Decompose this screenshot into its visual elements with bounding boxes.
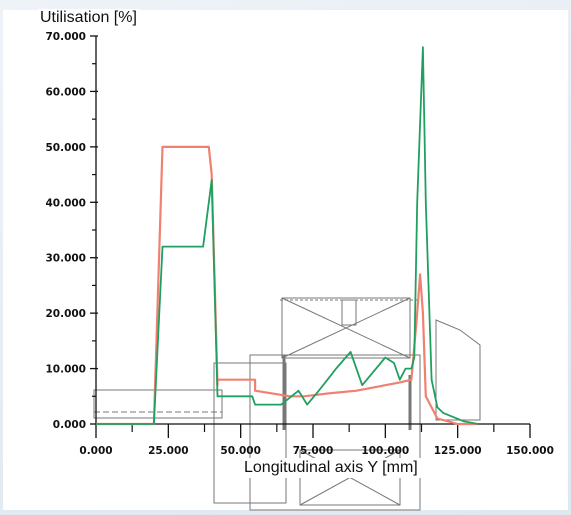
y-tick-label: 50.000 bbox=[45, 142, 86, 154]
shaft-drawing bbox=[93, 297, 481, 511]
y-tick-label: 40.000 bbox=[45, 197, 86, 209]
y-tick-label: 30.000 bbox=[45, 253, 86, 265]
x-tick-label: 125.000 bbox=[434, 445, 482, 457]
bearing-housing bbox=[249, 354, 421, 511]
x-tick-label: 100.000 bbox=[361, 445, 409, 457]
spacer bbox=[341, 299, 357, 326]
bearing-cross-b bbox=[281, 297, 411, 359]
x-tick-label: 0.000 bbox=[79, 445, 112, 457]
shaft-section-left bbox=[93, 389, 223, 419]
x-tick-label: 25.000 bbox=[148, 445, 189, 457]
x-axis-label: Longitudinal axis Y [mm] bbox=[230, 458, 432, 478]
y-tick-label: 20.000 bbox=[45, 308, 86, 320]
y-tick-label: 60.000 bbox=[45, 86, 86, 98]
y-tick-label: 10.000 bbox=[45, 364, 86, 376]
x-tick-label: 150.000 bbox=[506, 445, 554, 457]
y-ticks: 0.000 10.000 20.000 30.000 40.000 50.000 60.00… bbox=[45, 31, 98, 431]
x-tick-label: 50.000 bbox=[220, 445, 261, 457]
gear-body bbox=[435, 319, 481, 421]
x-ticks: 0.000 25.000 50.000 75.000 100.000 125.000 150… bbox=[79, 424, 554, 457]
x-tick-label: 75.000 bbox=[293, 445, 334, 457]
axes bbox=[95, 36, 530, 425]
y-tick-label: 70.000 bbox=[45, 31, 86, 43]
y-axis-label: Utilisation [%] bbox=[38, 9, 139, 27]
series-line-green bbox=[96, 46, 479, 425]
series-line-red bbox=[96, 145, 478, 426]
series-layer bbox=[96, 46, 479, 426]
y-tick-label: 0.000 bbox=[53, 419, 86, 431]
